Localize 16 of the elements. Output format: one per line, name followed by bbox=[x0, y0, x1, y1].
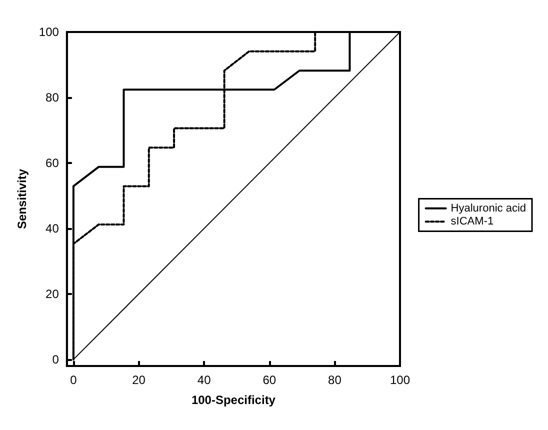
legend-label: Hyaluronic acid bbox=[450, 202, 526, 214]
x-tick-label: 80 bbox=[328, 373, 342, 387]
x-tick-label: 60 bbox=[262, 373, 276, 387]
x-tick-label: 20 bbox=[132, 373, 146, 387]
y-tick-label: 80 bbox=[46, 90, 60, 104]
x-tick-label: 0 bbox=[70, 373, 78, 387]
y-tick-label: 20 bbox=[46, 286, 60, 301]
legend-label: sICAM-1 bbox=[450, 216, 494, 228]
y-tick-label: 100 bbox=[38, 25, 60, 39]
x-tick-label: 40 bbox=[197, 373, 212, 387]
x-tick-label: 100 bbox=[390, 373, 410, 387]
y-tick-label: 60 bbox=[46, 156, 60, 170]
x-axis-title: 100-Specificity bbox=[191, 393, 276, 407]
y-axis-title: Sensitivity bbox=[15, 168, 29, 230]
y-tick-label: 40 bbox=[46, 221, 60, 236]
y-tick-label: 0 bbox=[52, 352, 60, 366]
